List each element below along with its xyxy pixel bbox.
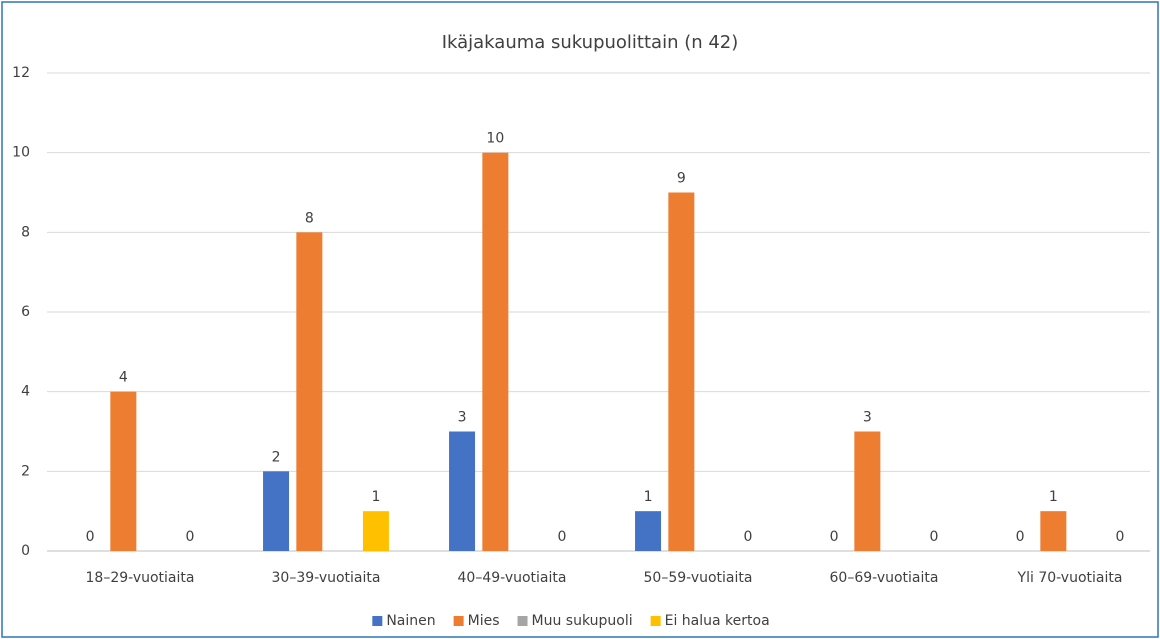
bar [296, 232, 323, 552]
data-label: 0 [86, 529, 95, 545]
y-tick-label: 6 [21, 304, 30, 320]
data-label: 0 [185, 529, 194, 545]
legend-label: Nainen [386, 613, 435, 629]
bar [449, 431, 476, 551]
legend-label: Mies [468, 613, 500, 629]
data-label: 4 [119, 370, 128, 386]
data-label: 10 [486, 131, 504, 147]
data-label: 0 [743, 529, 752, 545]
bar [362, 511, 389, 551]
legend-swatch [650, 616, 661, 626]
data-label: 2 [272, 449, 281, 465]
bar [1040, 511, 1067, 551]
y-tick-label: 10 [12, 145, 30, 161]
bar [110, 391, 137, 551]
data-label: 0 [1115, 529, 1124, 545]
legend-swatch [372, 616, 383, 626]
bar [263, 471, 290, 551]
data-label: 0 [1016, 529, 1025, 545]
y-tick-label: 8 [21, 224, 30, 240]
legend-label: Muu sukupuoli [532, 613, 633, 629]
x-tick-label: 50–59-vuotiaita [644, 570, 753, 586]
x-tick-label: 60–69-vuotiaita [830, 570, 939, 586]
data-label: 1 [644, 489, 653, 505]
bar [854, 431, 881, 551]
y-tick-label: 4 [21, 384, 30, 400]
y-tick-label: 0 [21, 543, 30, 559]
legend-swatch [453, 616, 464, 626]
data-label: 1 [1049, 489, 1058, 505]
chart-title: Ikäjakauma sukupuolittain (n 42) [442, 32, 739, 53]
x-tick-label: 40–49-vuotiaita [458, 570, 567, 586]
bar [668, 192, 695, 551]
data-label: 8 [305, 210, 314, 226]
x-tick-label: 30–39-vuotiaita [272, 570, 381, 586]
data-label: 3 [458, 410, 467, 426]
data-label: 3 [863, 410, 872, 426]
y-tick-label: 12 [12, 65, 30, 81]
data-label: 1 [371, 489, 380, 505]
y-tick-label: 2 [21, 463, 30, 479]
legend-swatch [517, 616, 528, 626]
x-tick-label: Yli 70-vuotiaita [1017, 570, 1123, 586]
data-label: 0 [929, 529, 938, 545]
data-label: 0 [557, 529, 566, 545]
legend-label: Ei halua kertoa [665, 613, 770, 629]
bar [635, 511, 662, 551]
data-label: 9 [677, 171, 686, 187]
bar [482, 152, 509, 551]
data-label: 0 [830, 529, 839, 545]
x-tick-label: 18–29-vuotiaita [86, 570, 195, 586]
